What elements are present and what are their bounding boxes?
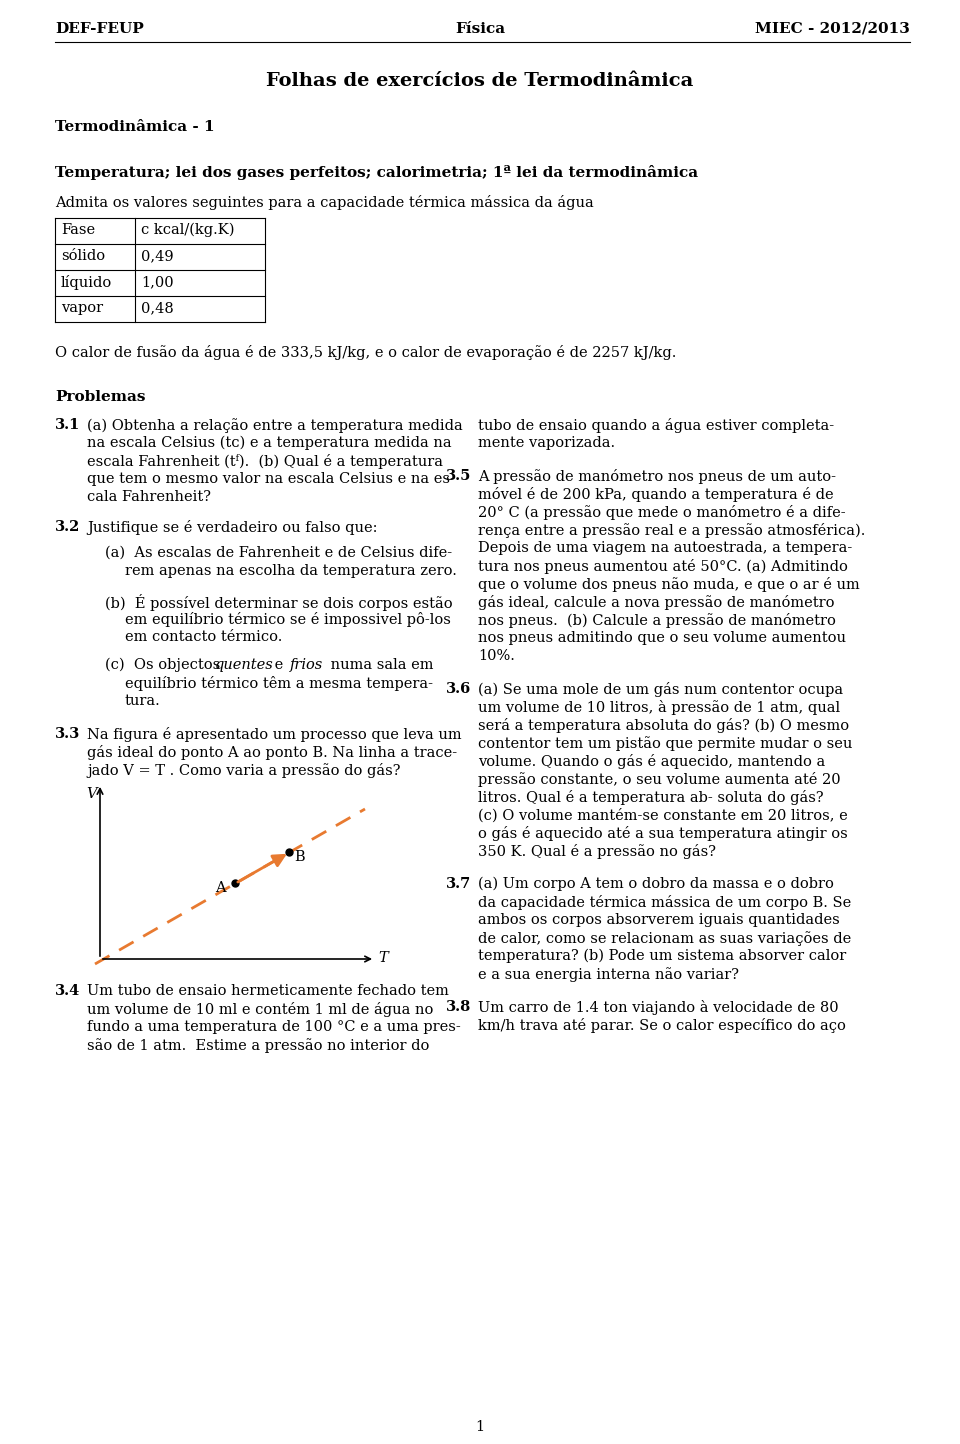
Text: são de 1 atm.  Estime a pressão no interior do: são de 1 atm. Estime a pressão no interi…: [87, 1038, 429, 1053]
Text: ambos os corpos absorverem iguais quantidades: ambos os corpos absorverem iguais quanti…: [478, 913, 840, 927]
Text: litros. Qual é a temperatura ab- soluta do gás?: litros. Qual é a temperatura ab- soluta …: [478, 790, 824, 804]
Text: Folhas de exercícios de Termodinâmica: Folhas de exercícios de Termodinâmica: [266, 72, 694, 90]
Text: 1,00: 1,00: [141, 274, 174, 289]
Text: rem apenas na escolha da temperatura zero.: rem apenas na escolha da temperatura zer…: [125, 565, 457, 578]
Text: fundo a uma temperatura de 100 °C e a uma pres-: fundo a uma temperatura de 100 °C e a um…: [87, 1019, 461, 1034]
Text: jado V = T . Como varia a pressão do gás?: jado V = T . Como varia a pressão do gás…: [87, 762, 400, 778]
Text: 3.2: 3.2: [55, 520, 81, 534]
Text: gás ideal do ponto A ao ponto B. Na linha a trace-: gás ideal do ponto A ao ponto B. Na linh…: [87, 745, 457, 760]
Text: da capacidade térmica mássica de um corpo B. Se: da capacidade térmica mássica de um corp…: [478, 895, 852, 910]
Text: 10%.: 10%.: [478, 648, 515, 663]
Text: volume. Quando o gás é aquecido, mantendo a: volume. Quando o gás é aquecido, mantend…: [478, 754, 826, 770]
Text: Na figura é apresentado um processo que leva um: Na figura é apresentado um processo que …: [87, 726, 462, 742]
Text: (a) Se uma mole de um gás num contentor ocupa: (a) Se uma mole de um gás num contentor …: [478, 682, 843, 697]
Text: 3.8: 3.8: [446, 1001, 471, 1014]
Text: 3.4: 3.4: [55, 983, 81, 998]
Text: (b)  É possível determinar se dois corpos estão: (b) É possível determinar se dois corpos…: [105, 593, 452, 611]
Text: mente vaporizada.: mente vaporizada.: [478, 436, 615, 451]
Text: em equilíbrio térmico se é impossivel pô-los: em equilíbrio térmico se é impossivel pô…: [125, 612, 451, 627]
Text: contentor tem um pistão que permite mudar o seu: contentor tem um pistão que permite muda…: [478, 736, 852, 751]
Text: numa sala em: numa sala em: [326, 658, 434, 671]
Text: temperatura? (b) Pode um sistema absorver calor: temperatura? (b) Pode um sistema absorve…: [478, 949, 847, 963]
Text: (c) O volume mantém-se constante em 20 litros, e: (c) O volume mantém-se constante em 20 l…: [478, 809, 848, 822]
Text: Depois de uma viagem na autoestrada, a tempera-: Depois de uma viagem na autoestrada, a t…: [478, 542, 852, 554]
Text: Um tubo de ensaio hermeticamente fechado tem: Um tubo de ensaio hermeticamente fechado…: [87, 983, 449, 998]
Text: Justifique se é verdadeiro ou falso que:: Justifique se é verdadeiro ou falso que:: [87, 520, 377, 534]
Text: c kcal/(kg.K): c kcal/(kg.K): [141, 222, 234, 237]
Text: de calor, como se relacionam as suas variações de: de calor, como se relacionam as suas var…: [478, 931, 852, 946]
Text: 3.5: 3.5: [446, 469, 471, 482]
Text: MIEC - 2012/2013: MIEC - 2012/2013: [756, 22, 910, 36]
Text: sólido: sólido: [61, 248, 106, 263]
Text: nos pneus.  (b) Calcule a pressão de manómetro: nos pneus. (b) Calcule a pressão de manó…: [478, 614, 836, 628]
Text: V: V: [86, 787, 97, 801]
Text: B: B: [295, 851, 305, 865]
Text: (c)  Os objectos: (c) Os objectos: [105, 658, 225, 673]
Text: líquido: líquido: [61, 274, 112, 290]
Text: A: A: [215, 881, 226, 895]
Text: que tem o mesmo valor na escala Celsius e na es-: que tem o mesmo valor na escala Celsius …: [87, 472, 455, 487]
Text: o gás é aquecido até a sua temperatura atingir os: o gás é aquecido até a sua temperatura a…: [478, 826, 848, 840]
Text: equilíbrio térmico têm a mesma tempera-: equilíbrio térmico têm a mesma tempera-: [125, 676, 433, 692]
Text: DEF-FEUP: DEF-FEUP: [55, 22, 144, 36]
Text: Admita os valores seguintes para a capacidade térmica mássica da água: Admita os valores seguintes para a capac…: [55, 195, 593, 209]
Text: 20° C (a pressão que mede o manómetro é a dife-: 20° C (a pressão que mede o manómetro é …: [478, 505, 846, 520]
Text: km/h trava até parar. Se o calor específico do aço: km/h trava até parar. Se o calor específ…: [478, 1018, 846, 1032]
Text: (a) Obtenha a relação entre a temperatura medida: (a) Obtenha a relação entre a temperatur…: [87, 417, 463, 433]
Text: vapor: vapor: [61, 300, 103, 315]
Text: e: e: [270, 658, 288, 671]
Text: tura.: tura.: [125, 695, 160, 708]
Text: um volume de 10 litros, à pressão de 1 atm, qual: um volume de 10 litros, à pressão de 1 a…: [478, 700, 840, 715]
Text: (a)  As escalas de Fahrenheit e de Celsius dife-: (a) As escalas de Fahrenheit e de Celsiu…: [105, 546, 452, 560]
Text: (a) Um corpo A tem o dobro da massa e o dobro: (a) Um corpo A tem o dobro da massa e o …: [478, 877, 834, 891]
Text: gás ideal, calcule a nova pressão de manómetro: gás ideal, calcule a nova pressão de man…: [478, 595, 834, 609]
Text: nos pneus admitindo que o seu volume aumentou: nos pneus admitindo que o seu volume aum…: [478, 631, 846, 645]
Text: 3.3: 3.3: [55, 726, 81, 741]
Text: Temperatura; lei dos gases perfeitos; calorimetria; 1ª lei da termodinâmica: Temperatura; lei dos gases perfeitos; ca…: [55, 165, 698, 180]
Text: 3.7: 3.7: [446, 877, 471, 891]
Text: móvel é de 200 kPa, quando a temperatura é de: móvel é de 200 kPa, quando a temperatura…: [478, 487, 833, 503]
Text: 1: 1: [475, 1419, 485, 1434]
Text: O calor de fusão da água é de 333,5 kJ/kg, e o calor de evaporação é de 2257 kJ/: O calor de fusão da água é de 333,5 kJ/k…: [55, 345, 677, 360]
Text: 350 K. Qual é a pressão no gás?: 350 K. Qual é a pressão no gás?: [478, 843, 716, 859]
Text: tubo de ensaio quando a água estiver completa-: tubo de ensaio quando a água estiver com…: [478, 417, 834, 433]
Text: Um carro de 1.4 ton viajando à velocidade de 80: Um carro de 1.4 ton viajando à velocidad…: [478, 1001, 839, 1015]
Text: e a sua energia interna não variar?: e a sua energia interna não variar?: [478, 967, 739, 982]
Text: frios: frios: [290, 658, 324, 671]
Text: T: T: [378, 952, 388, 965]
Text: Termodinâmica - 1: Termodinâmica - 1: [55, 120, 215, 134]
Text: que o volume dos pneus não muda, e que o ar é um: que o volume dos pneus não muda, e que o…: [478, 578, 860, 592]
Text: rença entre a pressão real e a pressão atmosférica).: rença entre a pressão real e a pressão a…: [478, 523, 865, 539]
Text: Física: Física: [455, 22, 505, 36]
Text: Fase: Fase: [61, 222, 95, 237]
Text: será a temperatura absoluta do gás? (b) O mesmo: será a temperatura absoluta do gás? (b) …: [478, 718, 850, 734]
Text: A pressão de manómetro nos pneus de um auto-: A pressão de manómetro nos pneus de um a…: [478, 469, 836, 484]
Text: cala Fahrenheit?: cala Fahrenheit?: [87, 490, 211, 504]
Text: escala Fahrenheit (tᶠ).  (b) Qual é a temperatura: escala Fahrenheit (tᶠ). (b) Qual é a tem…: [87, 453, 443, 469]
Text: 0,48: 0,48: [141, 300, 174, 315]
Text: um volume de 10 ml e contém 1 ml de água no: um volume de 10 ml e contém 1 ml de água…: [87, 1002, 433, 1017]
Text: Problemas: Problemas: [55, 390, 146, 404]
Text: pressão constante, o seu volume aumenta até 20: pressão constante, o seu volume aumenta …: [478, 773, 841, 787]
Text: quentes: quentes: [215, 658, 274, 671]
Text: 0,49: 0,49: [141, 248, 174, 263]
Text: 3.1: 3.1: [55, 417, 81, 432]
Text: na escala Celsius (tᴄ) e a temperatura medida na: na escala Celsius (tᴄ) e a temperatura m…: [87, 436, 451, 451]
Text: em contacto térmico.: em contacto térmico.: [125, 630, 282, 644]
Text: tura nos pneus aumentou até 50°C. (a) Admitindo: tura nos pneus aumentou até 50°C. (a) Ad…: [478, 559, 848, 575]
Text: 3.6: 3.6: [446, 682, 471, 696]
